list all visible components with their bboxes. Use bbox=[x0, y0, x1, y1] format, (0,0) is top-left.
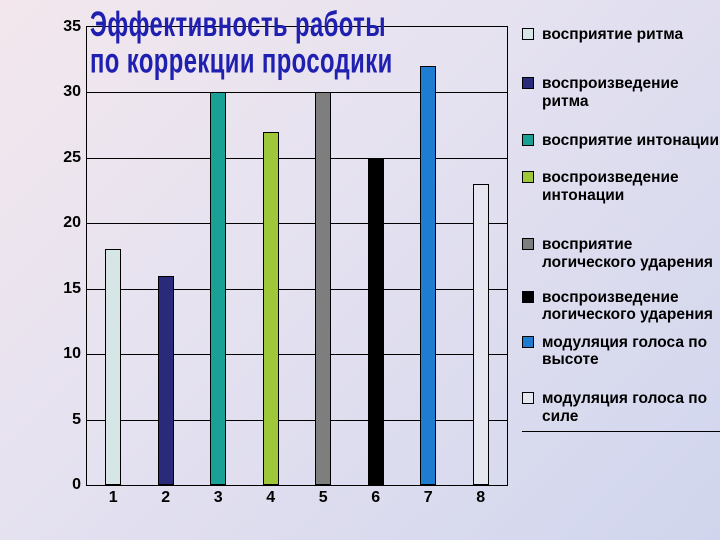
x-tick-label: 4 bbox=[266, 489, 275, 507]
legend-separator bbox=[522, 431, 720, 432]
bar bbox=[158, 276, 174, 485]
legend-item: восприятие ритма bbox=[522, 26, 720, 43]
y-tick-label: 30 bbox=[63, 83, 81, 101]
bar bbox=[210, 92, 226, 485]
legend-label: восприятие логического ударения bbox=[542, 236, 720, 271]
x-tick-label: 2 bbox=[161, 489, 170, 507]
legend-label: воспроизведение логического ударения bbox=[542, 289, 720, 324]
bar bbox=[420, 66, 436, 485]
x-tick-label: 8 bbox=[476, 489, 485, 507]
legend-swatch bbox=[522, 336, 534, 348]
y-tick-label: 10 bbox=[63, 345, 81, 363]
y-tick-label: 0 bbox=[72, 476, 81, 494]
legend-label: восприятие ритма bbox=[542, 26, 720, 43]
bar bbox=[368, 158, 384, 485]
chart-container: 0510152025303512345678 восприятие ритмав… bbox=[36, 26, 692, 526]
legend-item: воспроизведение ритма bbox=[522, 75, 720, 110]
y-tick-label: 25 bbox=[63, 149, 81, 167]
y-tick-label: 15 bbox=[63, 280, 81, 298]
legend-item: восприятие интонации bbox=[522, 132, 720, 149]
gridline bbox=[87, 92, 507, 93]
legend-swatch bbox=[522, 77, 534, 89]
legend-swatch bbox=[522, 238, 534, 250]
y-tick-label: 5 bbox=[72, 411, 81, 429]
legend-item: воспроизведение логического ударения bbox=[522, 289, 720, 324]
bar bbox=[263, 132, 279, 485]
y-tick-label: 35 bbox=[63, 18, 81, 36]
legend-label: модуляция голоса по высоте bbox=[542, 334, 720, 369]
legend-item: воспроизведение интонации bbox=[522, 169, 720, 204]
x-tick-label: 1 bbox=[109, 489, 118, 507]
legend-swatch bbox=[522, 392, 534, 404]
x-tick-label: 3 bbox=[214, 489, 223, 507]
slide: 0510152025303512345678 восприятие ритмав… bbox=[0, 0, 720, 540]
plot-area: 0510152025303512345678 bbox=[86, 26, 508, 486]
legend-swatch bbox=[522, 171, 534, 183]
bar bbox=[315, 92, 331, 485]
legend-item: восприятие логического ударения bbox=[522, 236, 720, 271]
legend-label: воспроизведение интонации bbox=[542, 169, 720, 204]
gridline bbox=[87, 289, 507, 290]
legend-swatch bbox=[522, 291, 534, 303]
bar bbox=[105, 249, 121, 485]
legend-swatch bbox=[522, 28, 534, 40]
gridline bbox=[87, 223, 507, 224]
gridline bbox=[87, 354, 507, 355]
legend-swatch bbox=[522, 134, 534, 146]
y-tick-label: 20 bbox=[63, 214, 81, 232]
bar bbox=[473, 184, 489, 485]
chart-title: Эффективность работы по коррекции просод… bbox=[90, 6, 393, 79]
legend-label: воспроизведение ритма bbox=[542, 75, 720, 110]
legend-label: модуляция голоса по силе bbox=[542, 390, 720, 425]
title-line-2: по коррекции просодики bbox=[90, 41, 393, 80]
title-line-1: Эффективность работы bbox=[90, 5, 386, 44]
x-tick-label: 7 bbox=[424, 489, 433, 507]
legend: восприятие ритма воспроизведение ритма вос… bbox=[522, 26, 720, 432]
legend-item: модуляция голоса по высоте bbox=[522, 334, 720, 369]
x-tick-label: 6 bbox=[371, 489, 380, 507]
legend-label: восприятие интонации bbox=[542, 132, 720, 149]
x-tick-label: 5 bbox=[319, 489, 328, 507]
gridline bbox=[87, 420, 507, 421]
legend-item: модуляция голоса по силе bbox=[522, 390, 720, 425]
gridline bbox=[87, 158, 507, 159]
